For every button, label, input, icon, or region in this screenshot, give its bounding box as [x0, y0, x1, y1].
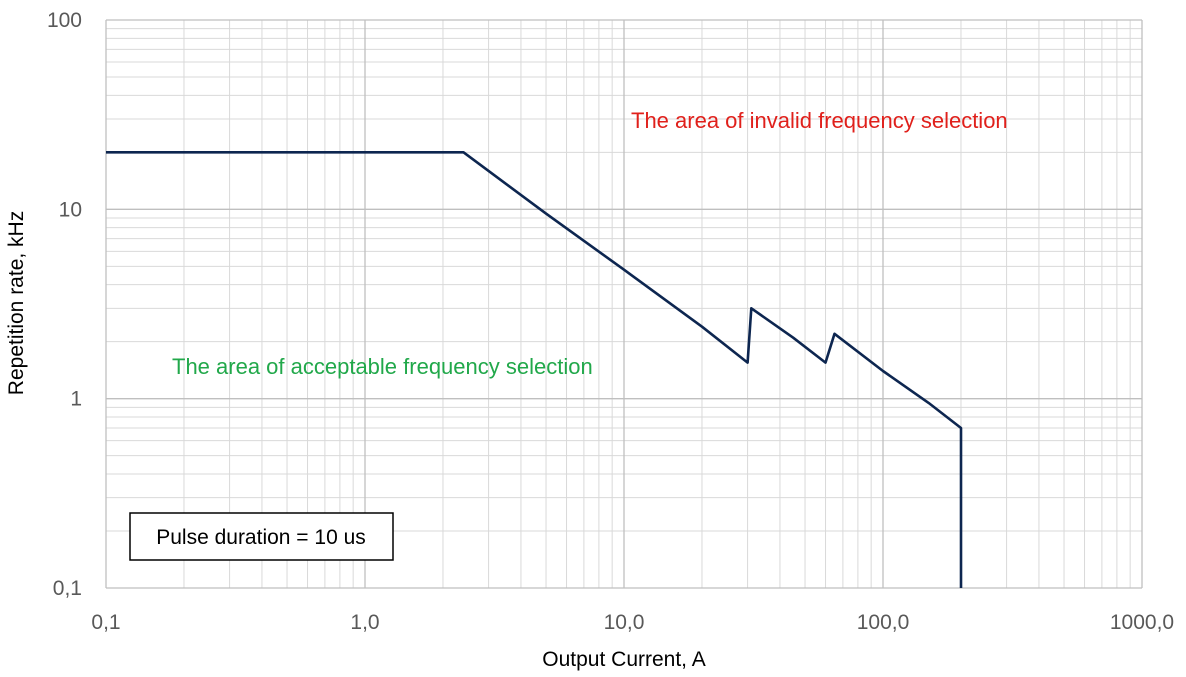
major-gridlines [105, 19, 1143, 589]
y-axis-title: Repetition rate, kHz [5, 211, 28, 395]
y-tick-label: 100 [47, 9, 82, 32]
annotation-invalid-area: The area of invalid frequency selection [631, 108, 1008, 133]
y-tick-label: 10 [59, 198, 82, 221]
x-tick-label: 10,0 [604, 611, 645, 634]
x-tick-label: 0,1 [91, 611, 120, 634]
annotation-acceptable-area: The area of acceptable frequency selecti… [172, 354, 593, 379]
series-group [106, 151, 963, 588]
x-tick-label: 100,0 [857, 611, 910, 634]
x-tick-labels: 0,1 1,0 10,0 100,0 1000,0 [91, 611, 1174, 634]
y-tick-label: 1 [70, 388, 82, 411]
y-tick-label: 0,1 [53, 577, 82, 600]
pulse-duration-box [129, 512, 394, 561]
series-line [106, 151, 963, 588]
pulse-duration-label: Pulse duration = 10 us [156, 526, 366, 549]
x-tick-label: 1,0 [350, 611, 379, 634]
y-tick-labels: 0,1 1 10 100 [47, 9, 82, 600]
x-axis-title: Output Current, A [542, 648, 705, 671]
x-tick-label: 1000,0 [1110, 611, 1174, 634]
